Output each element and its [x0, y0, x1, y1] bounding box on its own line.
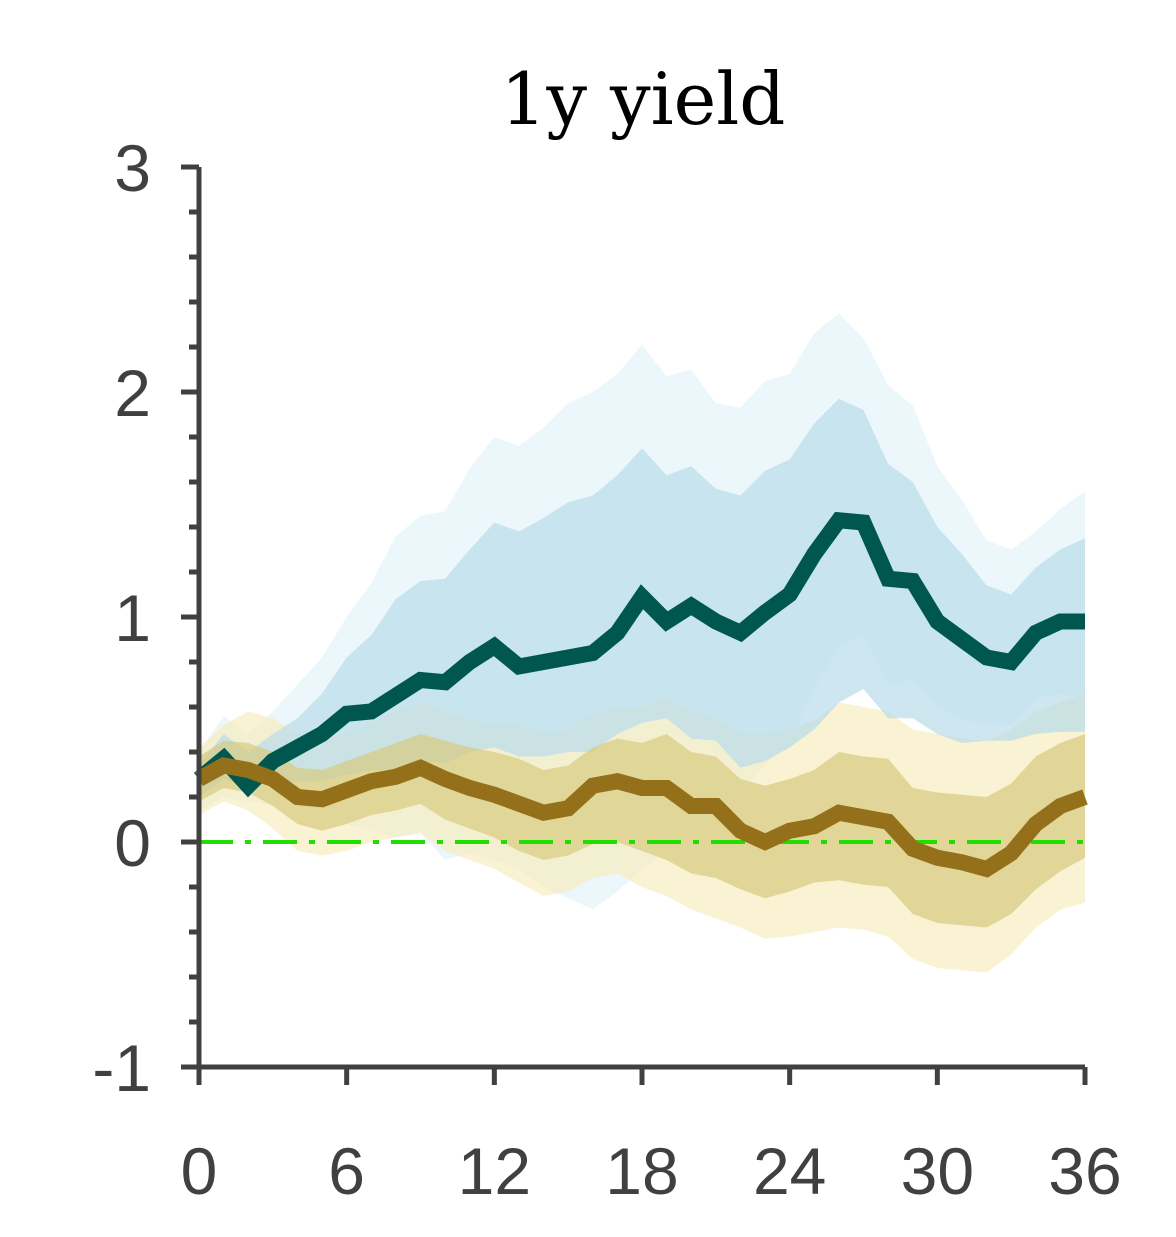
x-tick-label: 12	[458, 1134, 531, 1208]
x-tick-label: 36	[1048, 1134, 1121, 1208]
y-tick-label: 0	[114, 806, 151, 880]
series-1-line	[193, 511, 1085, 798]
x-tick-label: 0	[181, 1134, 218, 1208]
y-tick-label: 1	[114, 581, 151, 655]
y-tick-label: 2	[114, 356, 151, 430]
x-tick-label: 18	[605, 1134, 678, 1208]
series-lines	[193, 511, 1088, 878]
y-tick-label: -1	[92, 1031, 151, 1105]
confidence-bands	[199, 313, 1085, 973]
x-tick-label: 24	[753, 1134, 826, 1208]
series-2-inner-band	[199, 734, 1085, 928]
series-2-line	[195, 757, 1088, 878]
y-tick-label: 3	[114, 131, 151, 205]
chart-title: 1y yield	[501, 57, 786, 141]
x-tick-label: 6	[328, 1134, 365, 1208]
x-tick-label: 30	[901, 1134, 974, 1208]
